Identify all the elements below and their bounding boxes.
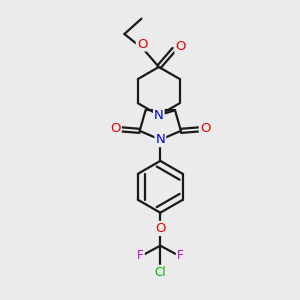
Text: O: O <box>156 222 166 235</box>
Text: F: F <box>137 249 144 262</box>
Text: F: F <box>177 249 183 262</box>
Text: O: O <box>200 122 210 135</box>
Text: Cl: Cl <box>154 266 166 279</box>
Text: N: N <box>154 109 164 122</box>
Text: N: N <box>155 133 165 146</box>
Text: O: O <box>137 38 147 50</box>
Text: O: O <box>110 122 121 135</box>
Text: O: O <box>176 40 186 53</box>
